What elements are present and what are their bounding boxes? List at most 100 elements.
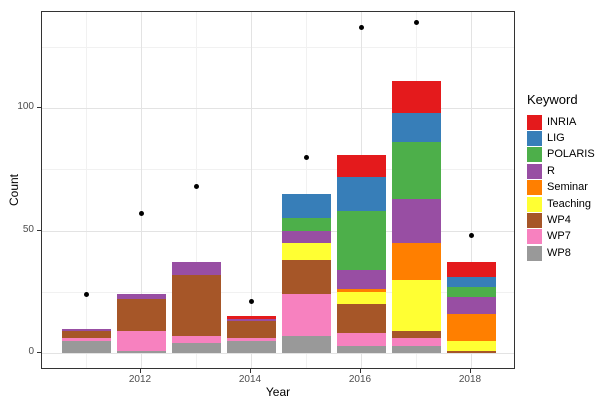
- bar-segment-wp4-2012: [116, 299, 166, 331]
- bar-segment-r-2017: [391, 198, 441, 243]
- data-point-2018: [468, 232, 474, 238]
- bar-segment-r-2012: [116, 294, 166, 300]
- legend-label-polaris: POLARIS: [547, 148, 595, 161]
- data-point-2013: [193, 183, 199, 189]
- bar-segment-teaching-2018: [446, 340, 496, 351]
- minor-gridline-horizontal: [42, 46, 514, 48]
- x-tick-mark: [470, 369, 471, 373]
- x-tick-label: 2012: [128, 374, 152, 385]
- y-tick-label: 50: [22, 223, 34, 235]
- legend-label-inria: INRIA: [547, 115, 577, 128]
- bar-segment-teaching-2017: [391, 279, 441, 331]
- legend-item-wp7: WP7: [527, 229, 595, 245]
- bar-segment-wp4-2017: [391, 330, 441, 339]
- bar-segment-wp4-2016: [336, 304, 386, 334]
- legend-item-lig: LIG: [527, 130, 595, 147]
- bar-segment-inria-2014: [226, 316, 276, 319]
- bar-segment-wp8-2013: [171, 343, 221, 353]
- x-tick-mark: [140, 369, 141, 373]
- legend-swatch-polaris-icon: [527, 147, 542, 163]
- bar-segment-polaris-2017: [391, 142, 441, 199]
- y-tick-label: 100: [17, 101, 34, 112]
- legend-label-seminar: Seminar: [547, 181, 588, 194]
- bar-segment-wp4-2018: [446, 350, 496, 353]
- bar-segment-polaris-2015: [281, 218, 331, 231]
- legend-label-r: R: [547, 164, 555, 177]
- bar-segment-lig-2016: [336, 176, 386, 211]
- bar-segment-teaching-2015: [281, 242, 331, 260]
- bar-segment-polaris-2016: [336, 210, 386, 270]
- minor-gridline-vertical: [196, 12, 197, 368]
- legend-swatch-wp4-icon: [527, 213, 542, 229]
- y-axis-title: Count: [7, 173, 21, 207]
- bar-segment-seminar-2017: [391, 242, 441, 280]
- legend-label-lig: LIG: [547, 132, 565, 145]
- minor-gridline-vertical: [306, 12, 307, 368]
- legend-swatch-teaching-icon: [527, 196, 542, 212]
- data-point-2015: [303, 154, 309, 160]
- bar-segment-seminar-2016: [336, 289, 386, 292]
- x-tick-label: 2014: [238, 374, 262, 385]
- legend-swatch-wp7-icon: [527, 229, 542, 245]
- legend-item-wp8: WP8: [527, 245, 595, 261]
- minor-gridline-horizontal: [42, 291, 514, 293]
- bar-segment-wp4-2014: [226, 321, 276, 339]
- major-gridline-vertical: [471, 12, 472, 368]
- x-tick-label: 2018: [458, 374, 482, 385]
- data-point-2014: [248, 299, 254, 305]
- legend-items: INRIA LIG POLARIS R Seminar Teaching WP4 WP7 WP8: [527, 114, 595, 262]
- data-point-2012: [138, 210, 144, 216]
- legend-label-wp4: WP4: [547, 214, 571, 227]
- bar-segment-r-2015: [281, 230, 331, 243]
- bar-segment-wp8-2015: [281, 335, 331, 353]
- legend-item-teaching: Teaching: [527, 196, 595, 212]
- bar-segment-wp7-2011: [61, 338, 111, 341]
- minor-gridline-vertical: [86, 12, 87, 368]
- bar-segment-wp8-2016: [336, 345, 386, 353]
- legend-swatch-lig-icon: [527, 131, 542, 147]
- bar-segment-inria-2017: [391, 81, 441, 113]
- major-gridline-vertical: [141, 12, 142, 368]
- data-point-2011: [83, 291, 89, 297]
- minor-gridline-horizontal: [42, 169, 514, 171]
- bar-segment-lig-2015: [281, 193, 331, 219]
- bar-segment-wp8-2012: [116, 350, 166, 353]
- major-gridline-vertical: [251, 12, 252, 368]
- legend-swatch-r-icon: [527, 163, 542, 179]
- legend-label-teaching: Teaching: [547, 197, 592, 210]
- bar-segment-wp7-2017: [391, 338, 441, 346]
- bar-segment-wp4-2015: [281, 259, 331, 295]
- plot-panel: [41, 11, 515, 369]
- bar-segment-wp7-2015: [281, 294, 331, 336]
- bar-segment-inria-2016: [336, 154, 386, 177]
- legend-item-seminar: Seminar: [527, 180, 595, 196]
- data-point-2017: [413, 19, 419, 25]
- bar-segment-wp8-2014: [226, 340, 276, 353]
- bar-segment-polaris-2018: [446, 286, 496, 297]
- y-tick-mark: [37, 352, 41, 353]
- legend-title: Keyword: [527, 92, 578, 107]
- legend-swatch-seminar-icon: [527, 180, 542, 196]
- major-gridline-horizontal: [42, 108, 514, 109]
- legend-item-polaris: POLARIS: [527, 147, 595, 163]
- bar-segment-wp7-2016: [336, 333, 386, 346]
- bar-segment-wp7-2012: [116, 330, 166, 351]
- bar-segment-wp8-2017: [391, 345, 441, 353]
- bar-segment-teaching-2016: [336, 291, 386, 304]
- x-tick-label: 2016: [348, 374, 372, 385]
- bar-segment-wp7-2014: [226, 338, 276, 341]
- bar-segment-lig-2018: [446, 277, 496, 287]
- y-tick-label: 0: [28, 346, 34, 357]
- legend-swatch-inria-icon: [527, 114, 542, 130]
- legend-item-wp4: WP4: [527, 212, 595, 229]
- bar-segment-wp7-2013: [171, 335, 221, 344]
- bar-segment-wp4-2013: [171, 274, 221, 336]
- y-tick-mark: [37, 107, 41, 108]
- x-tick-mark: [360, 369, 361, 373]
- bar-segment-r-2014: [226, 318, 276, 322]
- x-axis-title: Year: [265, 385, 291, 399]
- bar-segment-lig-2017: [391, 112, 441, 143]
- bar-segment-r-2016: [336, 269, 386, 290]
- legend-item-inria: INRIA: [527, 114, 595, 130]
- x-tick-mark: [250, 369, 251, 373]
